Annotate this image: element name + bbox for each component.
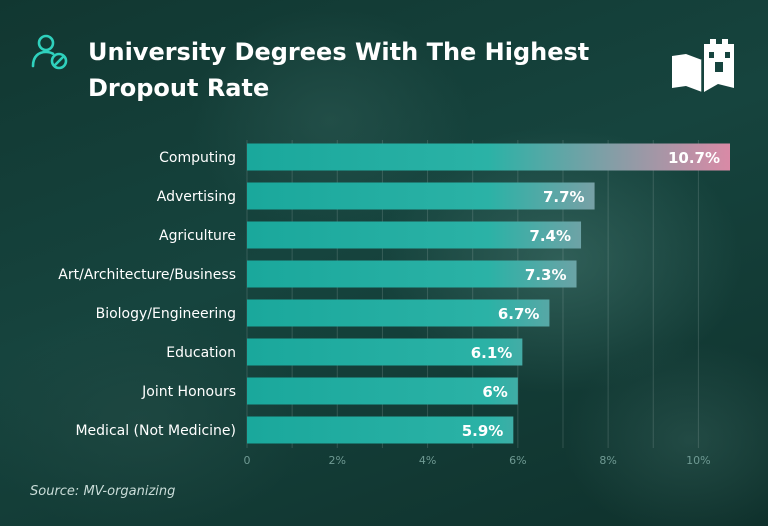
- bar: [247, 143, 730, 171]
- bar: [247, 416, 514, 444]
- value-label: 5.9%: [462, 422, 504, 440]
- value-label: 6%: [482, 383, 507, 401]
- chart-title: University Degrees With The Highest Drop…: [88, 38, 590, 102]
- bar: [247, 338, 523, 366]
- source-note: Source: MV-organizing: [30, 484, 176, 499]
- bars: Computing 10.7% Advertising 7.7% Agriculture…: [58, 143, 730, 444]
- category-label: Education: [166, 345, 236, 361]
- value-label: 6.1%: [471, 344, 513, 362]
- category-label: Medical (Not Medicine): [75, 423, 236, 439]
- value-label: 7.4%: [529, 227, 571, 245]
- category-label: Advertising: [157, 189, 236, 205]
- category-label: Joint Honours: [141, 384, 236, 400]
- x-tick-label: 0: [244, 454, 251, 467]
- category-label: Biology/Engineering: [96, 306, 236, 322]
- bar: [247, 260, 577, 288]
- book-castle-logo: [672, 39, 734, 92]
- category-label: Agriculture: [159, 228, 236, 244]
- x-axis: 0 2% 4% 6% 8% 10%: [244, 454, 711, 467]
- category-label: Computing: [159, 150, 236, 166]
- x-tick-label: 8%: [599, 454, 616, 467]
- bar: [247, 299, 550, 327]
- x-tick-label: 10%: [686, 454, 710, 467]
- x-tick-label: 2%: [329, 454, 346, 467]
- bar: [247, 182, 595, 210]
- category-label: Art/Architecture/Business: [58, 267, 236, 283]
- value-label: 6.7%: [498, 305, 540, 323]
- x-tick-label: 4%: [419, 454, 436, 467]
- bar: [247, 377, 518, 405]
- x-tick-label: 6%: [509, 454, 526, 467]
- bar: [247, 221, 582, 249]
- value-label: 10.7%: [668, 149, 720, 167]
- user-blocked-icon: [31, 34, 68, 70]
- value-label: 7.7%: [543, 188, 585, 206]
- value-label: 7.3%: [525, 266, 567, 284]
